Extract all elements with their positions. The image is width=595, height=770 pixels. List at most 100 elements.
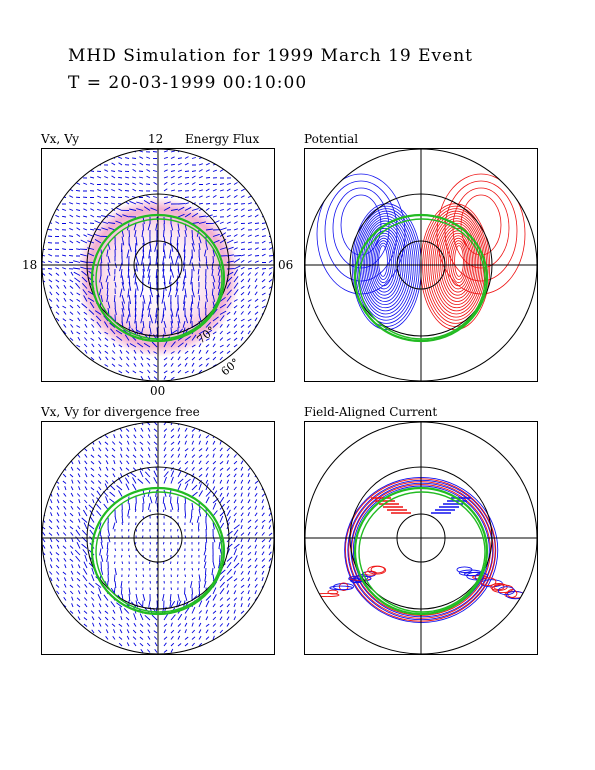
p3-vector-117 xyxy=(177,460,181,465)
p1-vector-346 xyxy=(120,242,123,253)
p3-vector-262 xyxy=(198,490,203,497)
p1-vector-764 xyxy=(149,327,152,335)
p1-vector-745 xyxy=(212,316,219,322)
p3-vector-136 xyxy=(125,467,130,471)
p3-vector-916 xyxy=(154,642,158,647)
p1-vector-284 xyxy=(134,229,137,237)
p3-vector-562 xyxy=(247,551,252,556)
p1-vector-485 xyxy=(170,268,175,278)
p1-vector-896 xyxy=(111,363,116,367)
p1-vector-607 xyxy=(106,294,109,302)
p1-vector-580 xyxy=(139,288,144,298)
p3-vector-26 xyxy=(140,434,144,439)
p3-vector-15 xyxy=(170,428,175,432)
p1-vector-396 xyxy=(240,248,246,250)
p3-vector-772 xyxy=(205,595,212,601)
p1-vector-863 xyxy=(139,350,144,354)
p1-vector-842 xyxy=(143,342,151,348)
p3-vector-39 xyxy=(104,441,109,445)
p3-vector-510 xyxy=(114,548,117,552)
p3-vector-463 xyxy=(247,531,251,536)
p3-vector-23 xyxy=(119,434,123,439)
p1-vector-807 xyxy=(69,337,74,341)
p3-vector-812 xyxy=(104,610,109,614)
p3-vector-168 xyxy=(163,471,169,478)
p1-vector-392 xyxy=(212,249,216,257)
p3-vector-831 xyxy=(240,610,245,614)
p1-vector-853 xyxy=(226,343,230,348)
p3-vector-267 xyxy=(233,492,237,497)
p3-vector-720 xyxy=(247,583,251,588)
p3-vector-316 xyxy=(142,509,144,513)
p3-vector-41 xyxy=(118,441,123,445)
p3-vector-379 xyxy=(121,522,123,525)
p1-vector-126 xyxy=(240,188,245,192)
p3-vector-866 xyxy=(163,623,168,627)
p1-vector-437 xyxy=(62,260,67,263)
p3-vector-918 xyxy=(170,642,175,647)
p1-vector-282 xyxy=(121,229,125,237)
p1-vector-859 xyxy=(111,350,116,354)
p1-vector-78 xyxy=(76,182,81,185)
p3-vector-711 xyxy=(184,587,186,595)
p3-vector-42 xyxy=(126,440,130,445)
p3-vector-315 xyxy=(134,509,137,513)
p3-vector-186 xyxy=(84,480,88,484)
p3-vector-231 xyxy=(198,483,202,491)
p1-vector-433 xyxy=(268,255,274,257)
p1-vector-9 xyxy=(124,157,130,159)
p4-filament-26 xyxy=(364,570,377,576)
p2-contour-neg-outer-2 xyxy=(324,180,398,282)
p1-vector-515 xyxy=(147,275,151,285)
p3-vector-403 xyxy=(56,525,60,530)
p1-vector-851 xyxy=(212,343,216,348)
p3-vector-719 xyxy=(240,584,245,588)
p1-vector-690 xyxy=(247,304,251,309)
p1-vector-505 xyxy=(73,271,81,276)
p1-vector-809 xyxy=(84,337,88,341)
p1-vector-468 xyxy=(47,268,53,270)
p3-vector-16 xyxy=(177,427,181,432)
p3-vector-254 xyxy=(142,496,145,504)
p1-vector-208 xyxy=(240,208,245,211)
p3-vector-53 xyxy=(205,440,209,445)
p3-vector-155 xyxy=(69,474,74,478)
p3-vector-50 xyxy=(184,440,187,445)
p1-vector-285 xyxy=(141,229,144,237)
p1-vector-855 xyxy=(84,349,88,354)
p3-vector-829 xyxy=(226,609,230,614)
p3-vector-561 xyxy=(240,551,243,556)
p3-vector-542 xyxy=(106,554,109,562)
p1-vector-128 xyxy=(69,195,74,198)
p3-vector-121 xyxy=(205,460,209,465)
p3-vector-570 xyxy=(69,558,74,562)
p3-vector-382 xyxy=(141,522,144,526)
p1-vector-866 xyxy=(163,349,167,354)
p3-vector-11 xyxy=(140,427,144,432)
p3-vector-40 xyxy=(111,441,116,445)
p3-vector-200 xyxy=(184,478,191,484)
p1-vector-504 xyxy=(70,271,74,276)
p1-vector-926 xyxy=(163,375,167,380)
p3-vector-836 xyxy=(104,616,109,621)
p3-vector-690 xyxy=(247,577,251,582)
p1-vector-145 xyxy=(191,196,196,198)
p3-vector-342 xyxy=(89,510,95,517)
p3-vector-534 xyxy=(49,551,53,556)
p1-vector-546 xyxy=(135,281,139,291)
p3-vector-192 xyxy=(124,477,130,484)
p3-vector-750 xyxy=(247,590,250,595)
p3-vector-301 xyxy=(254,499,258,504)
p1-vector-802 xyxy=(219,330,223,335)
p3-vector-637 xyxy=(91,567,95,575)
p1-vector-785 xyxy=(97,330,102,335)
p3-vector-498 xyxy=(261,538,266,543)
p1-vector-385 xyxy=(163,249,166,259)
p1-vector-173 xyxy=(198,202,203,205)
p1-vector-186 xyxy=(83,208,88,211)
p1-vector-898 xyxy=(125,363,130,367)
p3-vector-791 xyxy=(137,601,144,608)
p1-vector-26 xyxy=(139,162,144,166)
p3-vector-205 xyxy=(219,479,223,484)
p1-vector-694 xyxy=(63,310,67,315)
